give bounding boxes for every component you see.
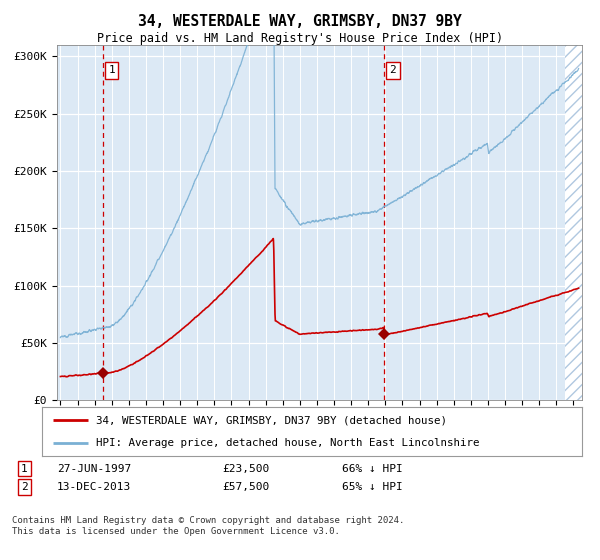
- Text: 66% ↓ HPI: 66% ↓ HPI: [342, 464, 403, 474]
- Text: 65% ↓ HPI: 65% ↓ HPI: [342, 482, 403, 492]
- Text: HPI: Average price, detached house, North East Lincolnshire: HPI: Average price, detached house, Nort…: [96, 438, 479, 448]
- Text: 1: 1: [21, 464, 28, 474]
- Bar: [565, 45, 590, 400]
- Text: Contains HM Land Registry data © Crown copyright and database right 2024.
This d: Contains HM Land Registry data © Crown c…: [12, 516, 404, 536]
- Text: 13-DEC-2013: 13-DEC-2013: [57, 482, 131, 492]
- Text: £57,500: £57,500: [222, 482, 269, 492]
- Text: 2: 2: [389, 66, 397, 76]
- Text: 2: 2: [21, 482, 28, 492]
- Text: 27-JUN-1997: 27-JUN-1997: [57, 464, 131, 474]
- Text: 34, WESTERDALE WAY, GRIMSBY, DN37 9BY: 34, WESTERDALE WAY, GRIMSBY, DN37 9BY: [138, 14, 462, 29]
- Text: £23,500: £23,500: [222, 464, 269, 474]
- Text: 1: 1: [109, 66, 115, 76]
- Text: Price paid vs. HM Land Registry's House Price Index (HPI): Price paid vs. HM Land Registry's House …: [97, 32, 503, 45]
- Text: 34, WESTERDALE WAY, GRIMSBY, DN37 9BY (detached house): 34, WESTERDALE WAY, GRIMSBY, DN37 9BY (d…: [96, 416, 447, 426]
